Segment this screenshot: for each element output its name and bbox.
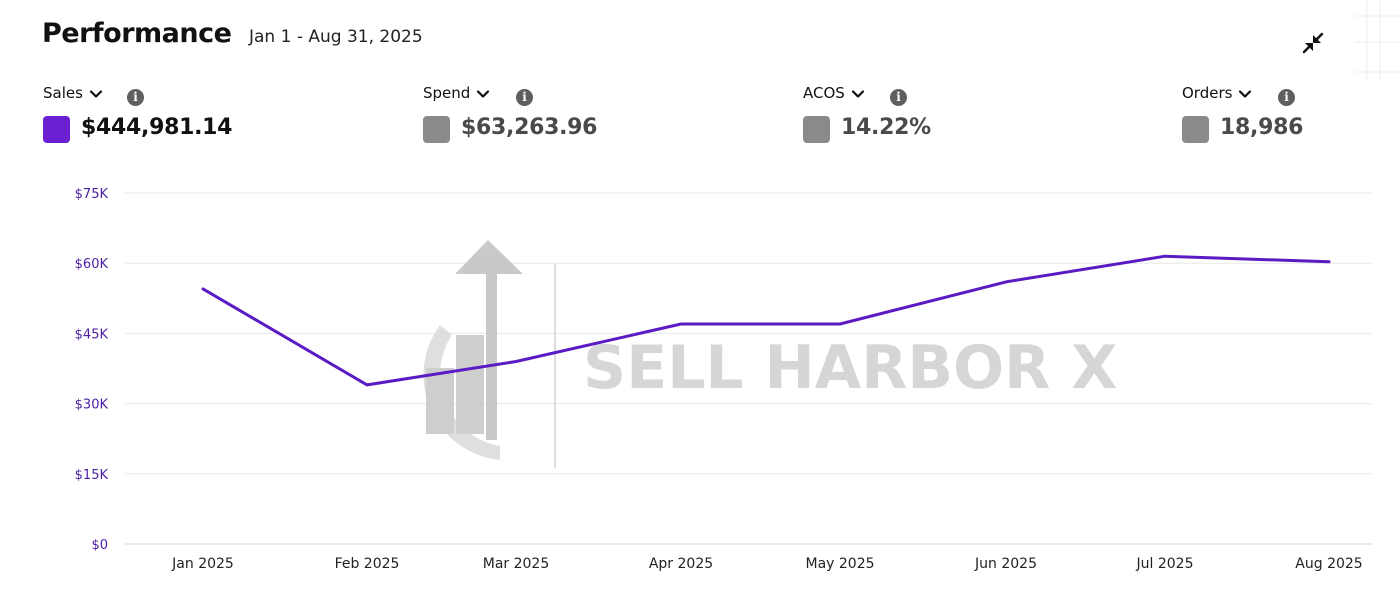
- collapse-arrows-icon[interactable]: [1300, 30, 1326, 56]
- metric-selector-spend[interactable]: Spend: [423, 84, 490, 102]
- metric-value: 14.22%: [841, 115, 931, 140]
- metric-label: ACOS: [803, 84, 845, 102]
- x-tick-label: May 2025: [805, 556, 874, 572]
- x-tick-label: Jul 2025: [1136, 556, 1194, 572]
- data-point[interactable]: [1000, 276, 1012, 288]
- x-tick-label: Mar 2025: [483, 556, 550, 572]
- data-point[interactable]: [834, 318, 846, 330]
- data-point[interactable]: [361, 379, 373, 391]
- metric-acos: ACOS i 14.22%: [803, 84, 1103, 144]
- metric-value: $444,981.14: [81, 115, 233, 140]
- metric-label: Orders: [1182, 84, 1233, 102]
- metric-orders: Orders i 18,986: [1182, 84, 1400, 144]
- x-tick-label: Jan 2025: [171, 556, 234, 572]
- y-axis-ticks: $0 $15K $30K $45K $60K $75K: [75, 187, 109, 553]
- metric-selector-acos[interactable]: ACOS: [803, 84, 865, 102]
- info-icon[interactable]: i: [1278, 89, 1295, 106]
- y-tick-label: $45K: [75, 327, 109, 342]
- x-tick-label: Jun 2025: [974, 556, 1037, 572]
- data-point[interactable]: [1323, 256, 1335, 268]
- orders-color-swatch[interactable]: [1182, 116, 1209, 143]
- corner-guides: [1355, 0, 1400, 80]
- watermark-logo: SELL HARBOR X: [423, 240, 1118, 468]
- data-point[interactable]: [675, 318, 687, 330]
- y-tick-label: $30K: [75, 398, 109, 413]
- chevron-down-icon: [851, 89, 864, 98]
- info-icon[interactable]: i: [127, 89, 144, 106]
- date-range: Jan 1 - Aug 31, 2025: [249, 27, 423, 47]
- acos-color-swatch[interactable]: [803, 116, 830, 143]
- performance-chart: SELL HARBOR X $0 $15K $30K $45K $60K $75K Jan…: [0, 160, 1400, 600]
- y-tick-label: $60K: [75, 257, 109, 272]
- metric-value: $63,263.96: [461, 115, 598, 140]
- grid-layer: [125, 192, 1372, 545]
- info-icon[interactable]: i: [516, 89, 533, 106]
- metric-sales: Sales i $444,981.14: [43, 84, 343, 144]
- watermark-text: SELL HARBOR X: [583, 333, 1118, 403]
- metric-selector-orders[interactable]: Orders: [1182, 84, 1252, 102]
- metric-value: 18,986: [1220, 115, 1304, 140]
- metric-label: Sales: [43, 84, 83, 102]
- info-icon[interactable]: i: [890, 89, 907, 106]
- sales-color-swatch[interactable]: [43, 116, 70, 143]
- data-point[interactable]: [197, 283, 209, 295]
- chevron-down-icon: [1239, 89, 1252, 98]
- metric-spend: Spend i $63,263.96: [423, 84, 723, 144]
- y-tick-label: $15K: [75, 468, 109, 483]
- metric-label: Spend: [423, 84, 471, 102]
- x-tick-label: Apr 2025: [649, 556, 713, 572]
- data-point[interactable]: [510, 355, 522, 367]
- x-tick-label: Feb 2025: [335, 556, 400, 572]
- page-title: Performance: [42, 18, 232, 49]
- x-axis-ticks: Jan 2025 Feb 2025 Mar 2025 Apr 2025 May 2025…: [171, 556, 1363, 572]
- y-tick-label: $0: [91, 538, 108, 553]
- chevron-down-icon: [89, 89, 103, 98]
- data-point[interactable]: [1159, 250, 1171, 262]
- series-layer: [197, 250, 1335, 391]
- sales-series-line[interactable]: [201, 254, 1331, 387]
- spend-color-swatch[interactable]: [423, 116, 450, 143]
- chart-svg: SELL HARBOR X $0 $15K $30K $45K $60K $75K Jan…: [75, 187, 1372, 572]
- chevron-down-icon: [477, 89, 490, 98]
- y-tick-label: $75K: [75, 187, 109, 202]
- x-tick-label: Aug 2025: [1295, 556, 1362, 572]
- metric-selector-sales[interactable]: Sales: [43, 84, 103, 102]
